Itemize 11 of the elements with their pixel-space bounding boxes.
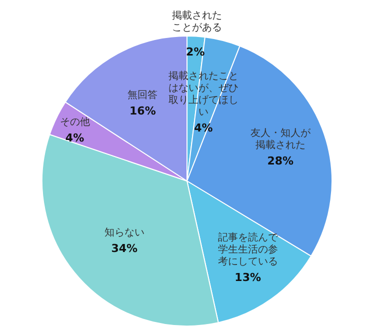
data-label: 4% — [65, 132, 84, 145]
slice-label: 友人・知人が掲載された — [250, 126, 312, 151]
slice-label: 記事を読んで学生生活の参考にしている — [218, 231, 279, 268]
data-label: 13% — [234, 270, 262, 284]
slice-label: 掲載されたことがある — [172, 10, 222, 34]
data-label: 28% — [267, 154, 294, 168]
data-label: 34% — [111, 242, 138, 256]
slice-label: その他 — [60, 116, 90, 128]
slice-label: 知らない — [104, 226, 144, 239]
slice-label: 無回答 — [128, 88, 158, 101]
data-label: 16% — [130, 104, 156, 118]
